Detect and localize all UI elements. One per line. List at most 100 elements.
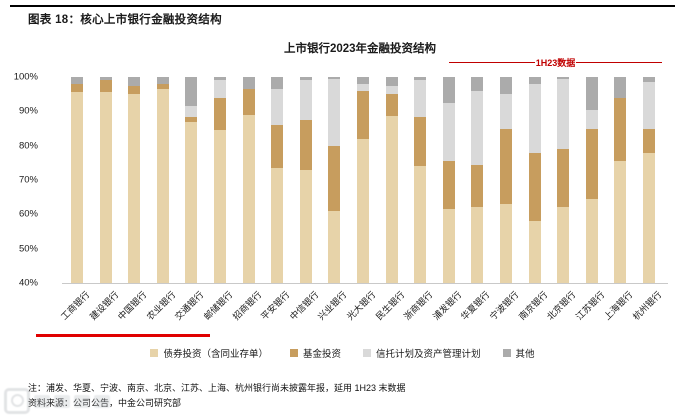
bar-segment-其他 — [614, 77, 627, 98]
bar-segment-其他 — [500, 77, 512, 95]
bar-上海银行 — [614, 77, 627, 283]
bar-segment-基金投资 — [271, 125, 284, 168]
bar-segment-其他 — [299, 77, 312, 81]
bar-segment-信托计划及资产管理计划 — [528, 83, 541, 153]
bar-segment-债券投资（含同业存单） — [614, 161, 627, 283]
bar-segment-基金投资 — [357, 90, 369, 139]
bar-南京银行 — [528, 77, 541, 283]
bar-segment-信托计划及资产管理计划 — [442, 102, 455, 162]
y-axis-tick-label: 90% — [18, 105, 38, 117]
bar-segment-债券投资（含同业存单） — [585, 198, 598, 283]
bar-segment-债券投资（含同业存单） — [500, 204, 512, 283]
legend-swatch-icon — [363, 349, 371, 357]
bar-建设银行 — [99, 77, 112, 283]
bar-segment-其他 — [357, 77, 369, 84]
bar-segment-其他 — [557, 77, 570, 79]
bar-segment-信托计划及资产管理计划 — [328, 78, 341, 146]
bar-segment-信托计划及资产管理计划 — [643, 82, 655, 129]
legend-item: 其他 — [502, 346, 535, 360]
bar-segment-债券投资（含同业存单） — [442, 209, 455, 283]
source-line: 资料来源：公司公告，中金公司研究部 — [28, 398, 182, 408]
bar-segment-债券投资（含同业存单） — [299, 169, 312, 283]
bar-segment-其他 — [271, 77, 284, 90]
bar-segment-基金投资 — [471, 164, 484, 208]
legend-swatch-icon — [289, 349, 298, 357]
bar-segment-其他 — [471, 77, 484, 91]
y-axis-tick-label: 100% — [13, 71, 38, 83]
bar-segment-信托计划及资产管理计划 — [557, 78, 570, 150]
bar-segment-其他 — [185, 77, 198, 107]
bar-segment-信托计划及资产管理计划 — [271, 89, 284, 126]
footnote: 注：浦发、华夏、宁波、南京、北京、江苏、上海、杭州银行尚未披露年报，延用 1H2… — [28, 383, 406, 393]
bar-segment-债券投资（含同业存单） — [214, 130, 226, 283]
bar-江苏银行 — [585, 77, 598, 283]
bar-segment-债券投资（含同业存单） — [471, 207, 484, 283]
y-axis-tick-label: 80% — [18, 140, 38, 152]
bar-segment-其他 — [128, 77, 141, 86]
legend-swatch-icon — [150, 349, 159, 357]
bar-segment-信托计划及资产管理计划 — [185, 106, 198, 117]
legend-label: 其他 — [515, 349, 535, 360]
legend-item: 基金投资 — [289, 346, 341, 360]
legend-item: 信托计划及资产管理计划 — [363, 346, 481, 360]
bar-华夏银行 — [471, 77, 484, 283]
bar-segment-其他 — [528, 77, 541, 84]
bar-segment-基金投资 — [128, 85, 141, 95]
legend-swatch-icon — [502, 349, 511, 357]
bar-segment-基金投资 — [185, 116, 198, 122]
bar-segment-基金投资 — [385, 94, 398, 117]
bar-segment-基金投资 — [328, 145, 341, 211]
bar-segment-其他 — [156, 77, 169, 84]
bar-中信银行 — [299, 77, 312, 283]
bar-宁波银行 — [500, 77, 512, 283]
bar-segment-基金投资 — [557, 149, 570, 208]
bar-segment-基金投资 — [614, 97, 627, 162]
bar-segment-基金投资 — [500, 128, 512, 205]
bar-浦发银行 — [442, 77, 455, 283]
bar-segment-信托计划及资产管理计划 — [500, 94, 512, 129]
top-divider-rule — [10, 5, 675, 7]
bar-segment-基金投资 — [528, 152, 541, 222]
bar-segment-债券投资（含同业存单） — [414, 166, 427, 283]
annotation-line-right — [576, 62, 662, 63]
bar-光大银行 — [357, 77, 369, 283]
bar-北京银行 — [557, 77, 570, 283]
bar-segment-信托计划及资产管理计划 — [214, 80, 226, 98]
bar-segment-其他 — [414, 77, 427, 81]
bar-segment-债券投资（含同业存单） — [328, 210, 341, 283]
bar-segment-债券投资（含同业存单） — [128, 94, 141, 283]
figure-caption: 图表 18：核心上市银行金融投资结构 — [28, 14, 222, 26]
bar-segment-其他 — [442, 77, 455, 103]
annotation-label: 1H23数据 — [535, 58, 576, 68]
bar-segment-债券投资（含同业存单） — [557, 207, 570, 283]
bar-segment-其他 — [385, 77, 398, 86]
bar-segment-基金投资 — [71, 83, 83, 93]
bar-平安银行 — [271, 77, 284, 283]
bar-招商银行 — [242, 77, 255, 283]
bar-segment-其他 — [71, 77, 83, 84]
bar-segment-债券投资（含同业存单） — [156, 89, 169, 283]
bar-segment-基金投资 — [99, 80, 112, 93]
y-axis-tick-label: 70% — [18, 174, 38, 186]
bar-segment-债券投资（含同业存单） — [185, 121, 198, 283]
bar-segment-其他 — [99, 77, 112, 81]
x-axis-baseline — [62, 283, 668, 284]
legend-label: 信托计划及资产管理计划 — [376, 349, 481, 360]
bar-segment-其他 — [585, 77, 598, 110]
bar-segment-信托计划及资产管理计划 — [585, 109, 598, 129]
legend-label: 债券投资（含同业存单） — [163, 349, 268, 360]
bar-segment-债券投资（含同业存单） — [385, 116, 398, 283]
bar-segment-信托计划及资产管理计划 — [414, 80, 427, 117]
bar-segment-债券投资（含同业存单） — [357, 138, 369, 283]
bar-兴业银行 — [328, 77, 341, 283]
bar-segment-其他 — [242, 77, 255, 90]
bar-segment-基金投资 — [414, 116, 427, 167]
bar-邮储银行 — [214, 77, 226, 283]
bar-中国银行 — [128, 77, 141, 283]
bar-segment-基金投资 — [242, 89, 255, 115]
bar-segment-信托计划及资产管理计划 — [385, 85, 398, 95]
y-axis-tick-label: 60% — [18, 208, 38, 220]
bar-segment-债券投资（含同业存单） — [271, 167, 284, 283]
bar-交通银行 — [185, 77, 198, 283]
